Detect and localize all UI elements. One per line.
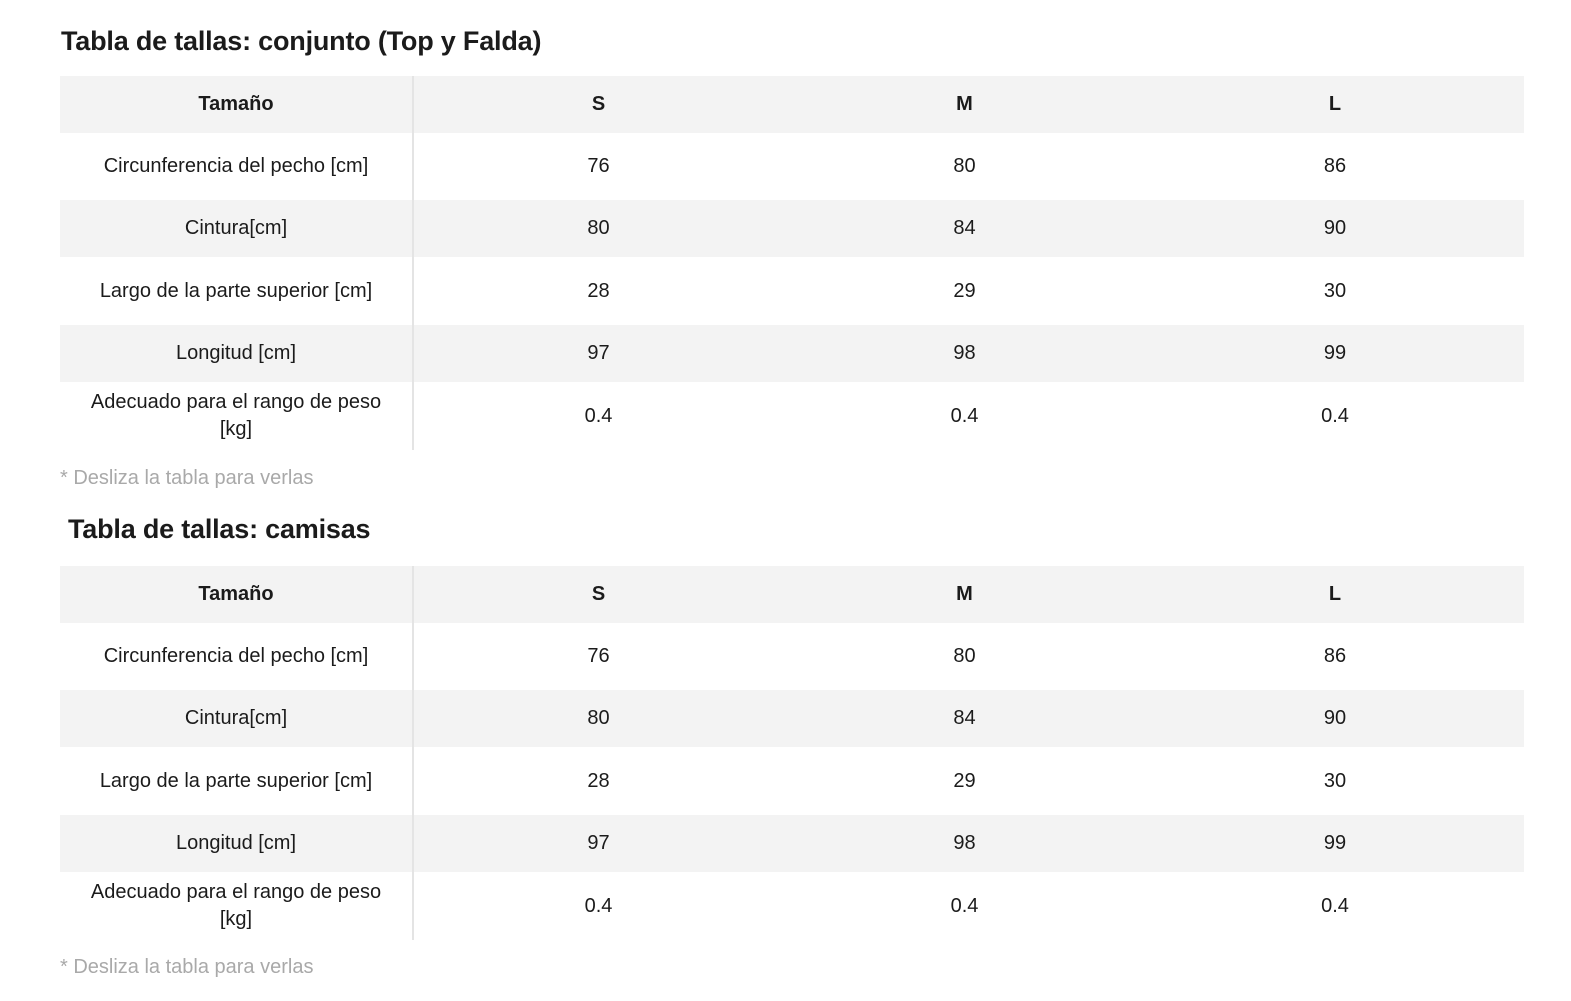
- cell-l: 99: [1146, 815, 1524, 872]
- header-size-m: M: [783, 566, 1146, 623]
- cell-l: 30: [1323, 279, 1347, 302]
- cell-s: 76: [587, 645, 610, 667]
- cell-l: 90: [1146, 690, 1524, 747]
- table-row: Cintura[cm] 80 84 90: [60, 690, 1524, 747]
- header-size-label: Tamaño: [60, 76, 414, 133]
- cell-l: 0.4: [1321, 894, 1349, 917]
- size-table[interactable]: Tamaño S M L Circunferencia del pecho [c…: [60, 76, 1524, 450]
- cell-m: 0.4: [950, 894, 979, 917]
- cell-m: 80: [953, 645, 976, 667]
- cell-l: 86: [1323, 645, 1347, 667]
- scroll-hint: * Desliza la tabla para verlas: [60, 956, 314, 978]
- row-label: Circunferencia del pecho [cm]: [60, 133, 414, 200]
- table-row: Circunferencia del pecho [cm] 76 80 86: [60, 133, 1524, 200]
- cell-m: 84: [783, 200, 1146, 257]
- header-size-s: S: [413, 566, 783, 623]
- table-row: Longitud [cm] 97 98 99: [60, 325, 1524, 382]
- table-row: Cintura[cm] 80 84 90: [60, 200, 1524, 257]
- header-size-s: S: [413, 76, 783, 133]
- size-table[interactable]: Tamaño S M L Circunferencia del pecho [c…: [60, 566, 1524, 940]
- cell-m: 29: [953, 769, 976, 792]
- cell-l: 99: [1146, 325, 1524, 382]
- cell-l: 86: [1323, 155, 1347, 177]
- cell-s: 28: [587, 279, 610, 302]
- scroll-hint: * Desliza la tabla para verlas: [60, 467, 314, 489]
- row-label: Adecuado para el rango de peso [kg]: [60, 872, 414, 940]
- header-size-label: Tamaño: [60, 566, 414, 623]
- cell-m: 98: [783, 325, 1146, 382]
- table-row: Longitud [cm] 97 98 99: [60, 815, 1524, 872]
- cell-s: 0.4: [584, 894, 613, 917]
- row-label: Cintura[cm]: [60, 200, 414, 257]
- cell-s: 0.4: [584, 404, 613, 427]
- header-size-m: M: [783, 76, 1146, 133]
- cell-s: 28: [587, 769, 610, 792]
- cell-m: 84: [783, 690, 1146, 747]
- row-label: Largo de la parte superior [cm]: [60, 257, 414, 325]
- cell-m: 98: [783, 815, 1146, 872]
- table-row: Adecuado para el rango de peso [kg] 0.4 …: [60, 872, 1524, 940]
- section-title: Tabla de tallas: camisas: [68, 514, 371, 544]
- cell-l: 90: [1146, 200, 1524, 257]
- table-row: Adecuado para el rango de peso [kg] 0.4 …: [60, 382, 1524, 450]
- cell-m: 0.4: [950, 404, 979, 427]
- section-title: Tabla de tallas: conjunto (Top y Falda): [61, 26, 542, 56]
- table-row: Largo de la parte superior [cm] 28 29 30: [60, 257, 1524, 325]
- header-size-l: L: [1146, 566, 1524, 623]
- row-label: Longitud [cm]: [60, 815, 414, 872]
- cell-s: 80: [413, 690, 783, 747]
- cell-m: 80: [953, 155, 976, 177]
- row-label: Largo de la parte superior [cm]: [60, 747, 414, 815]
- cell-m: 29: [953, 279, 976, 302]
- row-label: Circunferencia del pecho [cm]: [60, 623, 414, 690]
- cell-s: 76: [587, 155, 610, 177]
- cell-s: 97: [413, 815, 783, 872]
- row-label: Adecuado para el rango de peso [kg]: [60, 382, 414, 450]
- cell-l: 0.4: [1321, 404, 1349, 427]
- table-header-row: Tamaño S M L: [60, 566, 1524, 623]
- table-header-row: Tamaño S M L: [60, 76, 1524, 133]
- table-row: Largo de la parte superior [cm] 28 29 30: [60, 747, 1524, 815]
- cell-l: 30: [1323, 769, 1347, 792]
- row-label: Longitud [cm]: [60, 325, 414, 382]
- cell-s: 97: [413, 325, 783, 382]
- row-label: Cintura[cm]: [60, 690, 414, 747]
- header-size-l: L: [1146, 76, 1524, 133]
- cell-s: 80: [413, 200, 783, 257]
- table-row: Circunferencia del pecho [cm] 76 80 86: [60, 623, 1524, 690]
